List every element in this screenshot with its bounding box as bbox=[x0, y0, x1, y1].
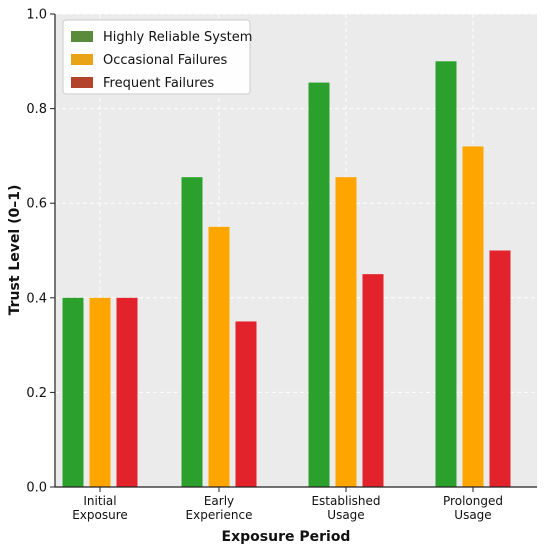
bar bbox=[235, 321, 257, 487]
bar bbox=[489, 250, 511, 487]
x-tick-label-line: Usage bbox=[327, 508, 364, 522]
bar bbox=[62, 297, 84, 487]
x-tick-label-line: Prolonged bbox=[443, 494, 503, 508]
legend-swatch bbox=[71, 54, 93, 65]
legend-label: Occasional Failures bbox=[103, 53, 228, 68]
legend-box bbox=[62, 19, 251, 95]
x-tick-label: Initial Exposure bbox=[72, 494, 128, 522]
legend-swatch bbox=[71, 77, 93, 88]
legend: Highly Reliable System Occasional Failure… bbox=[62, 19, 252, 95]
x-tick-label: Early Experience bbox=[186, 494, 253, 522]
y-axis-title: Trust Level (0–1) bbox=[7, 185, 23, 316]
bar bbox=[435, 61, 457, 488]
x-tick-label-line: Initial bbox=[83, 494, 116, 508]
y-tick-label: 0.4 bbox=[26, 291, 47, 306]
y-tick-label: 0.0 bbox=[26, 481, 47, 496]
y-tick-label: 0.8 bbox=[26, 102, 47, 117]
bar bbox=[362, 274, 384, 487]
axes bbox=[54, 14, 537, 488]
x-tick-label: Established Usage bbox=[311, 494, 380, 522]
y-tick-label: 1.0 bbox=[26, 8, 47, 23]
x-tick-label-line: Usage bbox=[454, 508, 491, 522]
bar bbox=[89, 297, 111, 487]
legend-swatch bbox=[71, 31, 93, 42]
x-axis-title: Exposure Period bbox=[222, 529, 351, 545]
bar bbox=[308, 82, 330, 488]
y-tick-label: 0.6 bbox=[26, 197, 47, 212]
x-tick-label-line: Early bbox=[204, 494, 234, 508]
bar bbox=[116, 297, 138, 487]
x-tick-label: Prolonged Usage bbox=[443, 494, 503, 522]
x-tick-label-line: Experience bbox=[186, 508, 253, 522]
bars bbox=[62, 61, 511, 488]
bar bbox=[208, 226, 230, 487]
x-tick-label-line: Exposure bbox=[72, 508, 128, 522]
bar bbox=[181, 177, 203, 487]
bar bbox=[335, 177, 357, 487]
legend-label: Highly Reliable System bbox=[103, 30, 252, 45]
y-tick-label: 0.2 bbox=[26, 386, 47, 401]
legend-label: Frequent Failures bbox=[103, 76, 214, 91]
x-tick-label-line: Established bbox=[311, 494, 380, 508]
bar bbox=[462, 146, 484, 487]
